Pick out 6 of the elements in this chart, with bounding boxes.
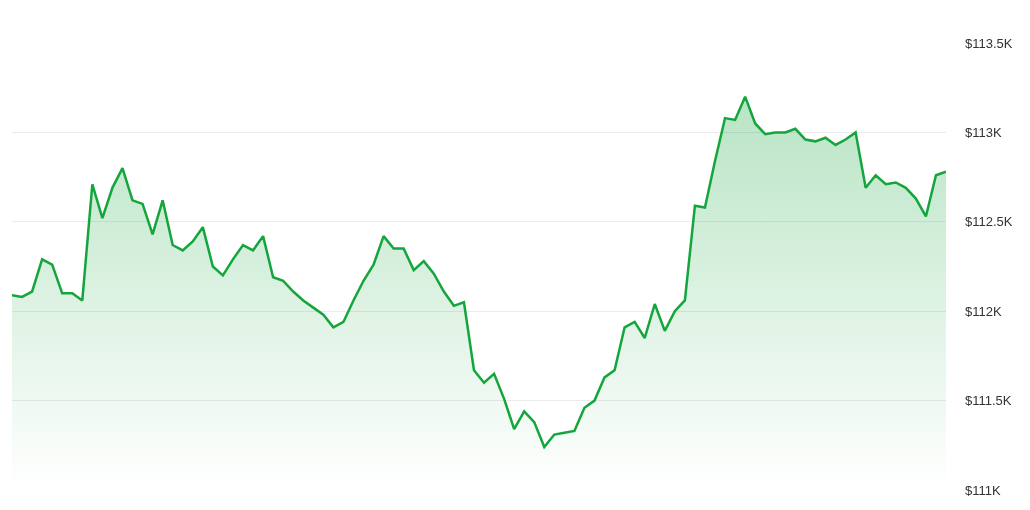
y-tick-label: $113.5K — [965, 35, 1013, 51]
y-tick-label: $112K — [965, 303, 1002, 319]
y-tick-label: $112.5K — [965, 214, 1013, 230]
y-tick-label: $113K — [965, 124, 1002, 140]
y-tick-label: $111.5K — [965, 393, 1012, 409]
y-tick-label: $111K — [965, 482, 1001, 498]
